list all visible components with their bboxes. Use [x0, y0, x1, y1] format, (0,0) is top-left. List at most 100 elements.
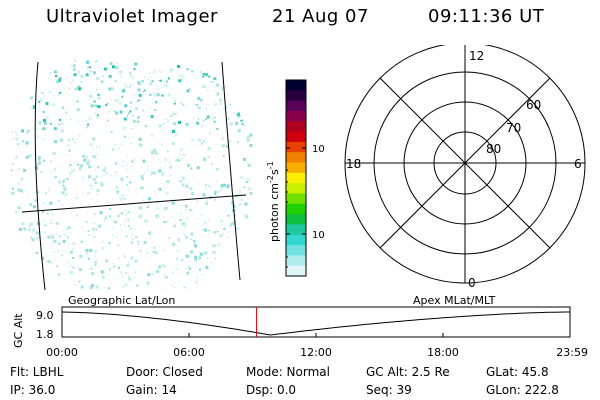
image-speckle — [50, 170, 53, 173]
image-speckle — [202, 72, 205, 75]
image-speckle — [138, 92, 140, 94]
image-speckle — [134, 272, 136, 274]
image-speckle — [144, 125, 147, 128]
image-speckle — [193, 241, 197, 245]
image-speckle — [87, 253, 89, 255]
image-speckle — [149, 107, 151, 109]
colorbar-band — [286, 183, 306, 195]
image-speckle — [52, 248, 54, 250]
image-speckle — [207, 234, 209, 236]
image-speckle — [203, 221, 207, 225]
image-speckle — [134, 62, 138, 66]
image-speckle — [219, 234, 223, 238]
image-speckle — [103, 173, 106, 176]
image-speckle — [213, 198, 216, 201]
image-speckle — [143, 240, 147, 244]
image-speckle — [47, 187, 50, 190]
image-speckle — [88, 117, 92, 121]
colorbar-band — [286, 80, 306, 91]
image-speckle — [25, 155, 29, 159]
image-speckle — [213, 77, 217, 81]
image-speckle — [97, 155, 99, 157]
image-speckle — [23, 227, 27, 231]
image-speckle — [193, 240, 196, 242]
image-speckle — [132, 165, 134, 167]
image-speckle — [197, 106, 201, 110]
image-speckle — [12, 131, 13, 133]
image-speckle — [23, 168, 27, 172]
image-speckle — [138, 82, 142, 86]
image-speckle — [78, 268, 82, 272]
image-speckle — [83, 229, 85, 231]
image-speckle — [197, 118, 200, 121]
image-speckle — [124, 209, 127, 212]
image-speckle — [206, 108, 208, 110]
image-speckle — [152, 250, 155, 253]
image-speckle — [217, 189, 218, 191]
image-speckle — [122, 160, 125, 163]
image-speckle — [60, 129, 64, 133]
image-speckle — [119, 224, 121, 226]
image-speckle — [49, 190, 51, 192]
image-speckle — [52, 213, 54, 215]
image-speckle — [194, 255, 197, 259]
image-speckle — [148, 231, 152, 235]
image-speckle — [33, 195, 34, 197]
image-speckle — [182, 154, 185, 157]
image-speckle — [149, 82, 153, 86]
image-speckle — [215, 167, 219, 171]
image-speckle — [17, 206, 21, 210]
image-speckle — [157, 208, 160, 210]
image-speckle — [208, 219, 210, 221]
image-speckle — [67, 226, 71, 230]
image-speckle — [144, 76, 145, 78]
image-speckle — [180, 211, 182, 213]
image-speckle — [51, 223, 53, 224]
image-speckle — [42, 210, 44, 213]
image-speckle — [55, 233, 58, 235]
image-speckle — [111, 99, 113, 101]
image-speckle — [207, 184, 211, 188]
image-speckle — [196, 277, 198, 279]
image-speckle — [57, 199, 60, 202]
image-speckle — [96, 189, 100, 193]
image-speckle — [237, 112, 240, 115]
image-speckle — [246, 139, 250, 142]
glat-status: GLat: 45.8 — [486, 365, 549, 379]
image-speckle — [214, 103, 218, 106]
image-speckle — [61, 106, 64, 109]
image-speckle — [150, 115, 154, 119]
image-speckle — [52, 88, 54, 90]
image-speckle — [220, 86, 223, 89]
image-speckle — [196, 121, 200, 125]
image-speckle — [132, 119, 136, 123]
image-speckle — [177, 156, 180, 159]
image-speckle — [219, 187, 222, 190]
image-speckle — [96, 153, 98, 155]
image-speckle — [185, 254, 189, 258]
image-speckle — [32, 228, 35, 231]
uv-image-view[interactable] — [0, 50, 260, 291]
image-speckle — [71, 82, 72, 84]
image-speckle — [175, 134, 177, 136]
image-speckle — [43, 220, 45, 222]
image-speckle — [123, 197, 126, 200]
image-speckle — [48, 90, 52, 94]
image-speckle — [134, 276, 136, 278]
image-speckle — [28, 225, 31, 228]
image-speckle — [87, 234, 90, 237]
image-speckle — [247, 164, 251, 167]
image-speckle — [69, 172, 73, 176]
image-speckle — [88, 177, 89, 179]
glon-status: GLon: 222.8 — [486, 383, 559, 397]
gain-status: Gain: 14 — [126, 383, 177, 397]
polar-diagonal-b — [379, 77, 551, 249]
image-speckle — [215, 117, 216, 119]
image-speckle — [166, 180, 170, 184]
altitude-timeline[interactable]: Geographic Lat/Lon Apex MLat/MLT GC Alt … — [0, 292, 600, 360]
image-speckle — [80, 140, 82, 142]
image-speckle — [178, 74, 180, 76]
image-speckle — [28, 229, 31, 231]
image-speckle — [20, 223, 21, 225]
image-speckle — [58, 78, 62, 82]
